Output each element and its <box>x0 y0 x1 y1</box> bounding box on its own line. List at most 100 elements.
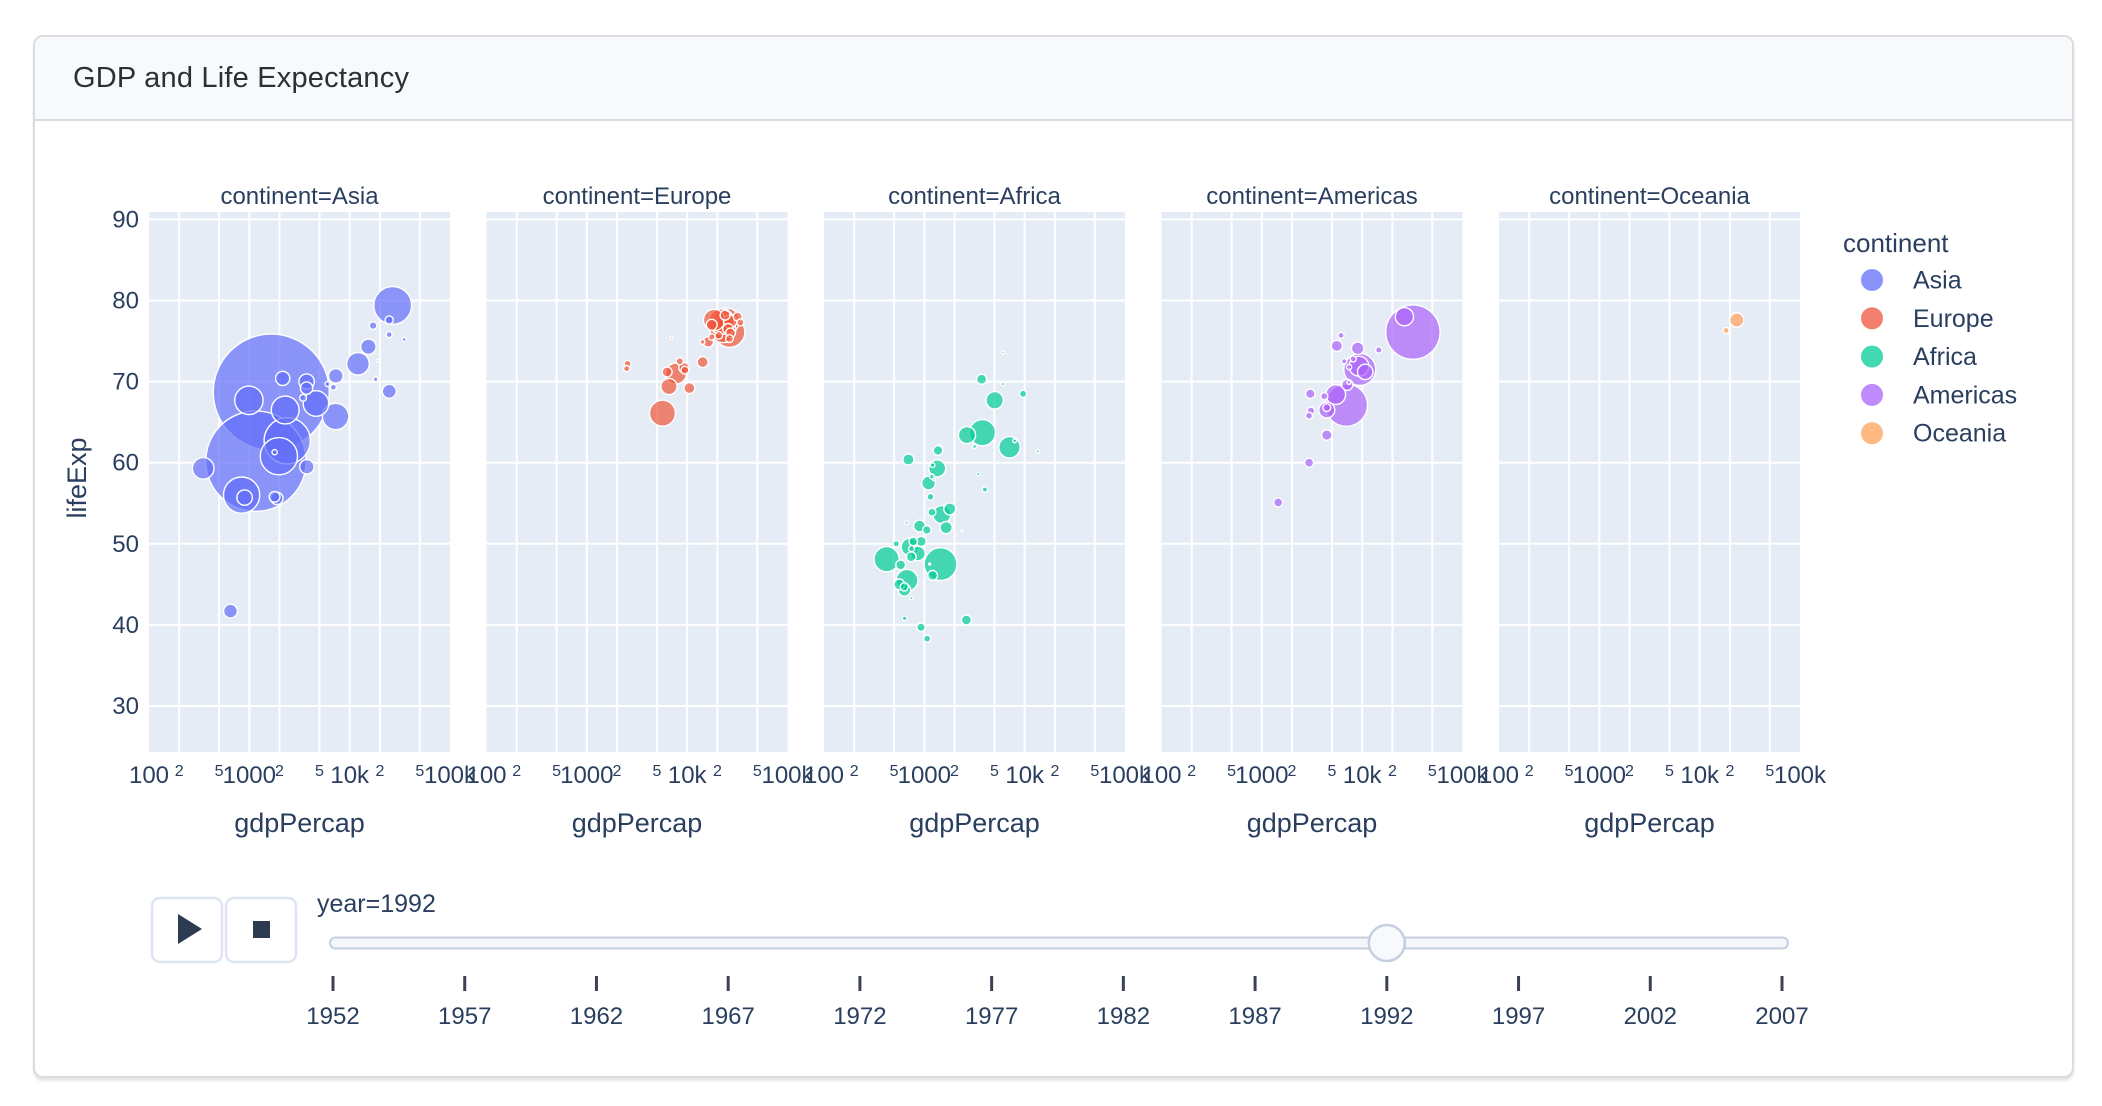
bubble-africa[interactable] <box>926 569 939 582</box>
facet-plot-area-americas[interactable] <box>1161 212 1463 752</box>
bubble-asia[interactable] <box>359 338 377 356</box>
bubble-africa[interactable] <box>908 536 919 547</box>
legend-item-americas[interactable]: Americas <box>1861 381 2017 409</box>
bubble-africa[interactable] <box>975 373 988 385</box>
bubble-africa[interactable] <box>899 582 910 592</box>
slider-tick-label[interactable]: 1952 <box>306 1003 359 1030</box>
slider-tick-label[interactable]: 1992 <box>1360 1003 1413 1030</box>
facet-plot-area-oceania[interactable] <box>1499 212 1800 752</box>
bubble-africa[interactable] <box>928 473 936 480</box>
bubble-asia[interactable] <box>368 321 378 331</box>
bubble-africa[interactable] <box>902 453 915 466</box>
slider-tick-label[interactable]: 1982 <box>1097 1003 1150 1030</box>
bubble-europe[interactable] <box>622 364 631 373</box>
facet-plot-area-europe[interactable] <box>486 212 788 752</box>
bubble-asia[interactable] <box>346 351 371 376</box>
slider-tick-label[interactable]: 1972 <box>833 1003 886 1030</box>
bubble-asia[interactable] <box>381 383 397 399</box>
bubble-africa[interactable] <box>957 425 977 445</box>
bubble-africa[interactable] <box>939 520 953 535</box>
bubble-africa[interactable] <box>960 529 964 533</box>
legend-item-asia[interactable]: Asia <box>1861 267 1962 295</box>
bubble-africa[interactable] <box>892 539 901 548</box>
bubble-americas[interactable] <box>1322 403 1332 413</box>
bubble-europe[interactable] <box>707 333 716 341</box>
bubble-americas[interactable] <box>1303 457 1315 468</box>
bubble-europe[interactable] <box>661 366 673 378</box>
animation-slider-track[interactable] <box>329 936 1789 950</box>
bubble-americas[interactable] <box>1304 411 1314 420</box>
slider-tick-label[interactable]: 2002 <box>1624 1003 1677 1030</box>
bubble-europe[interactable] <box>736 318 745 327</box>
bubble-americas[interactable] <box>1320 391 1329 401</box>
bubble-africa[interactable] <box>932 445 944 457</box>
bubble-asia[interactable] <box>299 393 308 402</box>
bubble-asia[interactable] <box>324 380 331 388</box>
bubble-africa[interactable] <box>971 443 978 450</box>
bubble-americas[interactable] <box>1272 497 1284 508</box>
bubble-africa[interactable] <box>916 622 926 633</box>
bubble-africa[interactable] <box>1000 381 1006 387</box>
bubble-africa[interactable] <box>1012 438 1018 444</box>
bubble-europe[interactable] <box>696 355 709 369</box>
bubble-asia[interactable] <box>321 402 350 431</box>
bubble-africa[interactable] <box>901 615 908 622</box>
bubble-asia[interactable] <box>299 381 314 395</box>
bubble-africa[interactable] <box>938 443 942 447</box>
animation-slider-handle[interactable] <box>1367 923 1407 963</box>
bubble-europe[interactable] <box>705 318 718 331</box>
bubble-europe[interactable] <box>675 356 685 366</box>
legend-item-europe[interactable]: Europe <box>1861 305 1994 333</box>
bubble-asia[interactable] <box>327 367 344 384</box>
bubble-asia[interactable] <box>274 370 291 387</box>
bubble-americas[interactable] <box>1330 339 1344 353</box>
bubble-europe[interactable] <box>719 309 731 321</box>
bubble-africa[interactable] <box>873 545 900 573</box>
bubble-africa[interactable] <box>904 520 909 526</box>
bubble-europe[interactable] <box>683 381 696 395</box>
slider-tick-label[interactable]: 1967 <box>701 1003 754 1030</box>
bubble-asia[interactable] <box>298 458 315 475</box>
bubble-asia[interactable] <box>270 395 300 425</box>
slider-tick-label[interactable]: 2007 <box>1755 1003 1808 1030</box>
bubble-americas[interactable] <box>1346 379 1352 385</box>
bubble-asia[interactable] <box>329 383 338 391</box>
bubble-africa[interactable] <box>985 390 1005 410</box>
bubble-africa[interactable] <box>1035 448 1041 454</box>
bubble-asia[interactable] <box>268 490 281 503</box>
bubble-asia[interactable] <box>401 336 407 343</box>
bubble-asia[interactable] <box>222 603 239 619</box>
bubble-asia[interactable] <box>372 376 379 383</box>
bubble-africa[interactable] <box>981 486 989 493</box>
bubble-europe[interactable] <box>724 334 735 344</box>
bubble-africa[interactable] <box>928 562 932 566</box>
bubble-europe[interactable] <box>669 335 674 340</box>
slider-tick-label[interactable]: 1997 <box>1492 1003 1545 1030</box>
bubble-asia[interactable] <box>373 285 413 325</box>
bubble-americas[interactable] <box>1350 341 1365 356</box>
bubble-americas[interactable] <box>1349 355 1357 363</box>
bubble-americas[interactable] <box>1374 346 1383 354</box>
bubble-asia[interactable] <box>233 385 264 416</box>
legend-item-africa[interactable]: Africa <box>1861 343 1977 371</box>
bubble-asia[interactable] <box>375 358 380 363</box>
bubble-africa[interactable] <box>909 595 914 601</box>
bubble-africa[interactable] <box>1000 350 1006 355</box>
bubble-americas[interactable] <box>1337 331 1345 340</box>
bubble-africa[interactable] <box>926 492 935 501</box>
slider-tick-label[interactable]: 1962 <box>570 1003 623 1030</box>
bubble-europe[interactable] <box>660 377 678 396</box>
bubble-europe[interactable] <box>699 338 706 346</box>
bubble-africa[interactable] <box>943 502 957 516</box>
bubble-asia[interactable] <box>191 456 215 480</box>
bubble-asia[interactable] <box>236 489 254 506</box>
legend-item-oceania[interactable]: Oceania <box>1861 420 2006 448</box>
bubble-africa[interactable] <box>932 477 936 482</box>
bubble-americas[interactable] <box>1304 388 1316 400</box>
bubble-europe[interactable] <box>648 399 677 427</box>
bubble-africa[interactable] <box>907 545 916 553</box>
facet-plot-area-africa[interactable] <box>824 212 1125 752</box>
bubble-asia[interactable] <box>302 390 330 418</box>
bubble-oceania[interactable] <box>1729 312 1745 328</box>
bubble-africa[interactable] <box>975 471 981 477</box>
